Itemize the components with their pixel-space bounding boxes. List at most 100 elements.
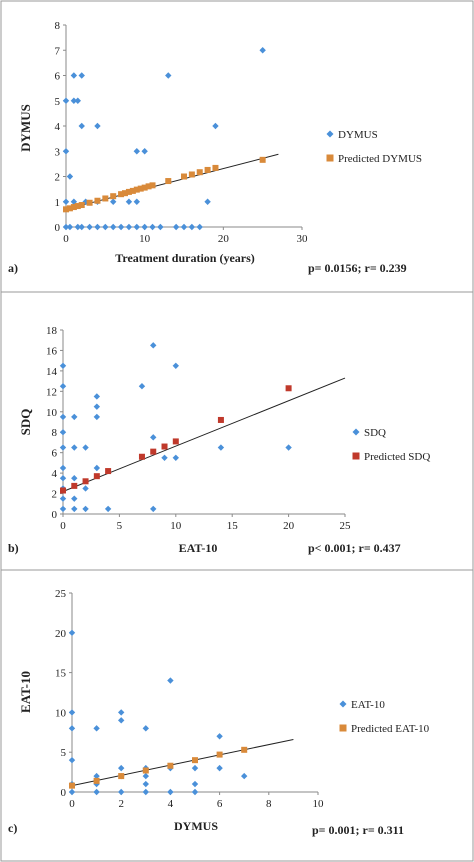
y-tick-label: 10 <box>55 707 67 719</box>
legend-label: Predicted DYMUS <box>338 153 422 165</box>
data-point <box>216 733 223 740</box>
data-point <box>93 725 100 732</box>
y-tick-label: 14 <box>46 366 58 378</box>
predicted-point <box>66 205 73 212</box>
legend-marker <box>339 724 347 732</box>
data-point <box>138 383 146 390</box>
legend-marker <box>326 130 334 138</box>
data-point <box>157 223 164 231</box>
data-point <box>191 788 199 796</box>
x-tick-label: 0 <box>63 233 69 245</box>
data-point <box>68 629 76 636</box>
y-tick-label: 18 <box>46 325 58 337</box>
data-point <box>118 717 125 724</box>
predicted-point <box>82 478 89 485</box>
data-point <box>94 122 101 130</box>
data-point <box>104 505 112 513</box>
data-point <box>70 97 78 104</box>
stats-text: p< 0.001; r= 0.437 <box>308 541 401 555</box>
data-point <box>82 444 89 451</box>
data-point <box>188 223 196 231</box>
predicted-point <box>161 443 168 450</box>
data-point <box>68 788 76 796</box>
predicted-point <box>63 206 69 213</box>
data-point <box>71 505 78 513</box>
y-tick-label: 7 <box>55 45 61 57</box>
predicted-point <box>217 416 224 423</box>
data-point <box>78 223 85 231</box>
predicted-point <box>93 473 100 480</box>
x-axis-label: EAT-10 <box>179 541 218 555</box>
data-point <box>71 475 78 482</box>
predicted-point <box>94 197 101 204</box>
data-point <box>241 772 248 780</box>
data-point <box>118 764 125 772</box>
predicted-point <box>259 156 266 163</box>
y-tick-label: 2 <box>52 489 58 501</box>
y-tick-label: 0 <box>55 222 61 234</box>
data-point <box>204 198 211 205</box>
x-tick-label: 15 <box>227 520 239 532</box>
trend-line <box>62 377 346 492</box>
predicted-point <box>71 482 78 489</box>
y-tick-label: 8 <box>55 20 61 32</box>
data-point <box>59 362 67 369</box>
predicted-point <box>172 438 179 445</box>
predicted-point <box>285 385 292 392</box>
data-point <box>196 223 203 231</box>
predicted-point <box>188 171 195 178</box>
data-point <box>142 725 149 732</box>
plot-area: 0 1 2 3 4 5 6 7 8 0 10 20 30 DYMUS Predicted DYMUS <box>55 20 423 245</box>
data-point <box>86 223 93 231</box>
predicted-point <box>122 190 128 197</box>
data-point <box>59 444 67 451</box>
y-tick-label: 10 <box>46 407 58 419</box>
data-point <box>94 223 101 231</box>
predicted-point <box>142 767 149 774</box>
data-point <box>118 788 125 796</box>
data-point <box>74 223 81 231</box>
predicted-point <box>110 193 117 200</box>
data-point <box>191 780 199 788</box>
predicted-point <box>145 183 152 190</box>
legend-label: SDQ <box>364 427 386 439</box>
predicted-point <box>241 746 248 753</box>
data-point <box>172 223 180 231</box>
predicted-point <box>118 773 125 780</box>
x-tick-label: 30 <box>297 233 309 245</box>
y-tick-label: 0 <box>52 509 58 521</box>
panel-c: c) EAT-10 DYMUS p= 0.001; r= 0.311 0 5 10 1… <box>8 588 430 837</box>
predicted-point <box>150 448 157 455</box>
data-point <box>161 454 168 461</box>
data-point <box>150 434 157 441</box>
predicted-point <box>129 187 136 194</box>
legend-marker <box>352 452 360 460</box>
predicted-point <box>93 777 100 784</box>
data-point <box>71 495 78 502</box>
y-tick-label: 6 <box>55 71 61 83</box>
predicted-point <box>216 751 223 758</box>
y-axis-label: EAT-10 <box>18 671 33 713</box>
data-point <box>167 788 174 796</box>
data-point <box>180 223 188 231</box>
x-tick-label: 20 <box>218 233 230 245</box>
legend-marker <box>326 154 334 162</box>
data-point <box>133 148 140 155</box>
x-tick-label: 10 <box>170 520 182 532</box>
data-point <box>59 475 67 482</box>
data-point <box>142 772 149 780</box>
data-point <box>110 223 117 231</box>
x-tick-label: 10 <box>313 798 325 810</box>
data-point <box>93 413 101 421</box>
predicted-point <box>102 195 109 202</box>
data-point <box>93 403 101 410</box>
data-point <box>71 444 78 451</box>
x-tick-label: 4 <box>168 798 174 810</box>
data-point <box>167 677 174 684</box>
data-point <box>82 198 89 205</box>
predicted-point <box>60 487 66 494</box>
x-tick-label: 6 <box>217 798 223 810</box>
data-point <box>74 97 81 104</box>
predicted-point <box>181 173 187 180</box>
predicted-point <box>204 166 211 173</box>
